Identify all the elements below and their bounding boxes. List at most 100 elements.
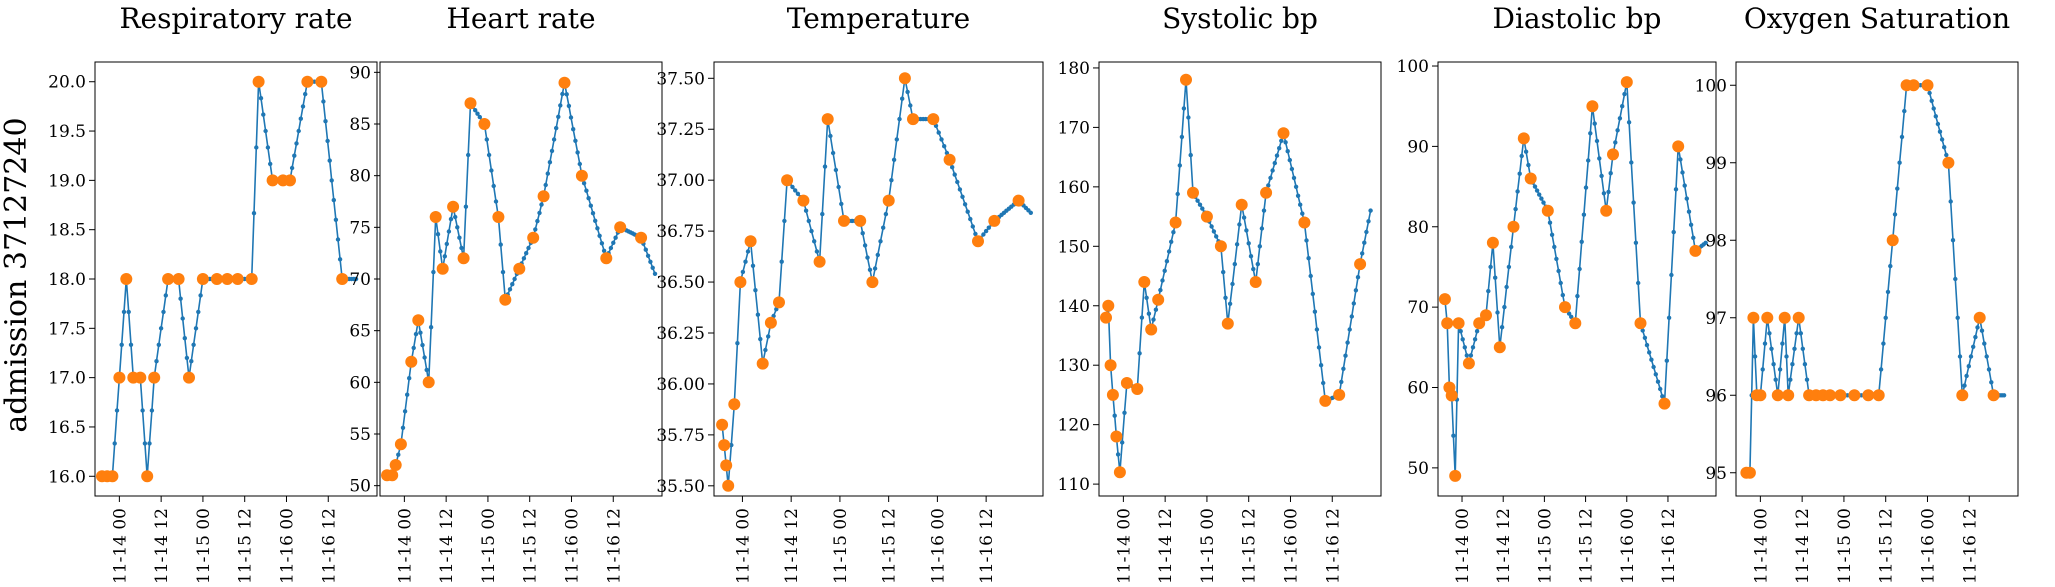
interpolated-point [265,145,271,150]
interpolated-point [1195,198,1200,203]
interpolated-point [1122,410,1127,415]
y-tick-label: 85 [349,115,371,135]
observation-point [614,221,627,234]
interpolated-point [1794,331,1799,336]
observation-point [1559,301,1571,314]
interpolated-point [1353,288,1359,293]
chart-title: Oxygen Saturation [1744,2,2010,35]
observation-point [412,314,425,327]
interpolated-point [1314,327,1320,332]
observation-point [1569,317,1582,330]
interpolated-point [1246,241,1251,246]
interpolated-point [1929,98,1934,104]
observation-point [336,273,349,285]
interpolated-point [444,241,449,247]
interpolated-point [1953,276,1958,282]
interpolated-point [1321,380,1326,386]
interpolated-point [1227,301,1233,306]
interpolated-point [263,128,268,134]
observation-point [141,470,154,483]
interpolated-point [1144,295,1149,300]
interpolated-point [1115,452,1121,457]
chart-title: Diastolic bp [1493,2,1662,35]
interpolated-point [1175,191,1180,197]
interpolated-point [1362,240,1367,245]
interpolated-point [325,138,330,144]
interpolated-point [1355,275,1361,280]
interpolated-point [1888,263,1893,269]
observation-point [134,371,147,384]
interpolated-point [782,218,787,224]
interpolated-point [1464,353,1470,358]
interpolated-point [1944,152,1949,158]
y-tick-label: 96 [1705,386,1727,406]
interpolated-point [1629,160,1634,165]
observation-point [1152,293,1165,306]
observation-point [1921,79,1934,92]
x-tick-label: 11-16 12 [604,508,624,582]
interpolated-point [1223,295,1228,300]
interpolated-point [558,103,563,108]
interpolated-point [1620,104,1625,109]
y-tick-label: 50 [1407,459,1429,479]
interpolated-point [545,171,550,176]
interpolated-point [1279,138,1284,143]
observation-point [1486,236,1499,249]
observation-point [773,296,785,309]
observation-point [113,371,126,384]
interpolated-point [1230,281,1235,287]
interpolated-point [1188,152,1193,158]
interpolated-point [1308,273,1313,279]
interpolated-point [418,330,423,335]
interpolated-point [121,309,127,315]
observation-point [196,273,209,285]
interpolated-point [500,269,506,275]
observation-point [1824,389,1836,402]
interpolated-point [1948,199,1953,204]
interpolated-point [300,104,306,109]
interpolated-point [1752,354,1758,359]
x-tick-label: 11-14 00 [395,508,415,582]
interpolated-point [595,226,600,231]
interpolated-point [535,218,540,224]
interpolated-point [1617,116,1623,121]
interpolated-point [335,237,341,242]
interpolated-point [875,252,880,258]
interpolated-point [1234,242,1240,247]
observation-point [315,75,328,88]
y-tick-label: 160 [1058,178,1090,198]
interpolated-point [957,187,963,192]
interpolated-point [1631,200,1636,205]
interpolated-point [1606,189,1611,195]
y-tick-label: 120 [1058,416,1090,436]
interpolated-point [645,253,651,258]
observation-point [1138,276,1151,288]
observation-point [464,97,477,110]
interpolated-point [1622,91,1627,97]
observation-point [1249,276,1262,288]
observation-point [734,276,747,289]
y-tick-label: 35.50 [656,477,705,497]
observation-point [1524,172,1537,185]
observation-point [1104,359,1117,372]
observation-point [943,153,956,166]
interpolated-point [549,148,555,154]
interpolated-point [489,168,494,173]
interpolated-point [473,108,478,113]
interpolated-point [573,138,578,143]
interpolated-point [828,133,833,139]
interpolated-point [1592,121,1597,126]
interpolated-point [1804,377,1810,382]
observation-point [898,72,911,85]
interpolated-point [1266,183,1271,188]
observation-point [172,273,185,285]
x-tick-label: 11-16 00 [1281,508,1301,582]
observation-point [389,459,402,471]
interpolated-point [1660,394,1665,399]
interpolated-point [407,376,412,381]
y-tick-label: 98 [1705,231,1727,251]
interpolated-point [908,103,913,108]
interpolated-point [1345,340,1350,345]
observation-point [284,174,296,187]
interpolated-point [254,145,259,150]
